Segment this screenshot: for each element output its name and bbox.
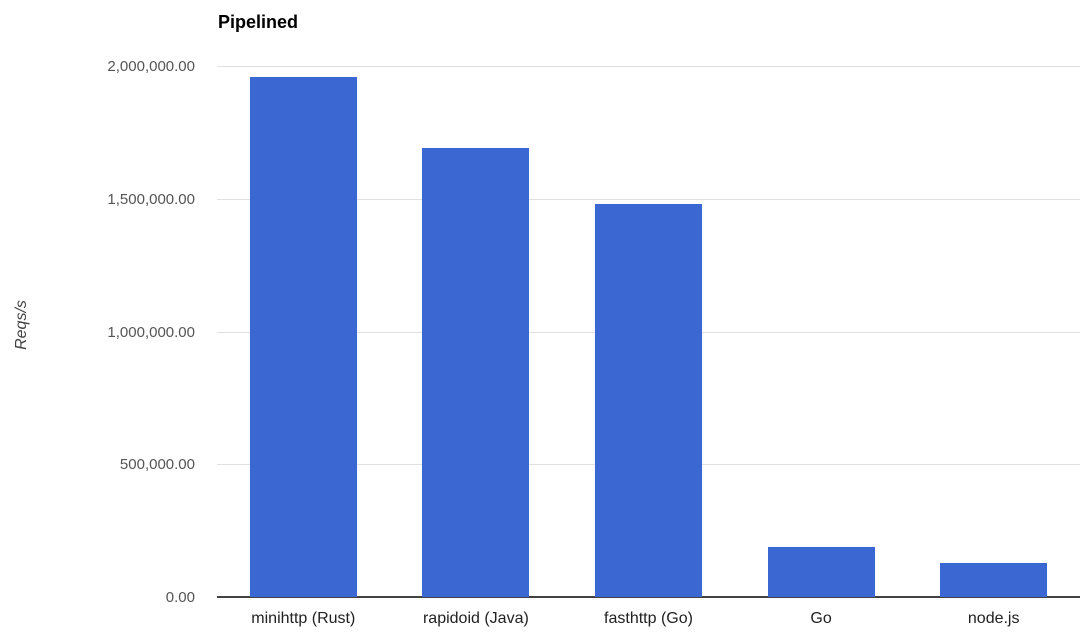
bar-Go — [767, 546, 875, 597]
bar-fasthttp (Go) — [595, 204, 702, 597]
x-category-label: node.js — [967, 610, 1020, 627]
y-tick-label: 1,000,000.00 — [107, 323, 195, 341]
gridline — [217, 198, 1080, 200]
chart-title: Pipelined — [218, 12, 299, 32]
x-category-label: minihttp (Rust) — [251, 610, 356, 627]
x-category-label: fasthttp (Go) — [604, 610, 693, 627]
y-tick-label: 1,500,000.00 — [107, 190, 195, 208]
bar-minihttp (Rust) — [249, 76, 357, 597]
gridline — [217, 66, 1080, 67]
x-axis-line — [217, 596, 1080, 598]
plot-area: 0.00 500,000.00 1,000,000.00 1,500,000.00 2,… — [107, 58, 1080, 627]
y-axis-title: Reqs/s — [13, 300, 30, 350]
y-tick-label: 2,000,000.00 — [107, 58, 195, 75]
bar-rapidoid (Java) — [422, 148, 530, 597]
x-category-label: rapidoid (Java) — [422, 610, 529, 627]
y-tick-label: 500,000.00 — [119, 456, 195, 474]
bar-node.js — [940, 562, 1048, 597]
y-tick-label: 0.00 — [165, 589, 195, 606]
x-category-label: Go — [810, 610, 832, 627]
